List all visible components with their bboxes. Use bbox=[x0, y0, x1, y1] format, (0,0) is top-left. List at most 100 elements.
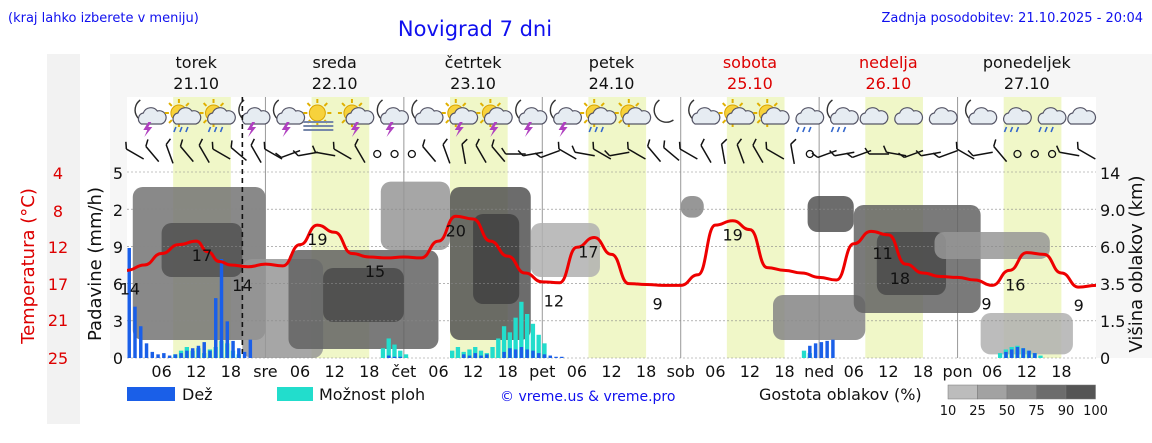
wind-calm bbox=[1030, 149, 1039, 159]
rain-drop bbox=[842, 126, 847, 133]
rain-bar bbox=[502, 351, 506, 358]
barb-shaft bbox=[540, 149, 560, 159]
hour-tick: 18 bbox=[1051, 362, 1071, 381]
day-short-label: pon bbox=[943, 362, 973, 381]
rain-drop bbox=[185, 126, 189, 133]
sun-ray bbox=[479, 119, 485, 124]
location-hint[interactable]: (kraj lahko izberete v meniju) bbox=[8, 11, 199, 26]
height-tick: 6.0 bbox=[1100, 238, 1125, 257]
rain-bar bbox=[133, 306, 137, 358]
barb-shaft bbox=[1077, 148, 1096, 160]
shower-bar bbox=[403, 354, 409, 358]
cloud-step-label: 90 bbox=[1058, 404, 1075, 419]
moon-storm-icon bbox=[134, 99, 167, 137]
rain-bar bbox=[537, 353, 541, 358]
cloud-shape bbox=[760, 107, 790, 125]
rain-bar bbox=[813, 343, 818, 358]
hour-tick: 12 bbox=[601, 362, 621, 381]
day-date: 24.10 bbox=[589, 74, 635, 93]
moon-shape bbox=[653, 99, 674, 123]
wind-barb bbox=[1055, 145, 1080, 157]
sun-ray bbox=[462, 102, 467, 107]
rain-bar bbox=[473, 353, 478, 358]
cloud-step-label: 10 bbox=[940, 404, 957, 419]
cloud-shape bbox=[380, 107, 409, 125]
hour-tick: 18 bbox=[221, 362, 241, 381]
barb-flag bbox=[592, 141, 595, 150]
wind-barb bbox=[311, 145, 336, 157]
wind-barb bbox=[790, 138, 797, 164]
temp-tick: 8 bbox=[53, 202, 63, 221]
rain-bar bbox=[190, 348, 195, 358]
cloud-shape bbox=[1067, 107, 1097, 125]
sun-fog-icon bbox=[303, 99, 334, 131]
sun-ray bbox=[358, 102, 363, 107]
rain-bar bbox=[462, 354, 466, 358]
cloud-block bbox=[380, 181, 450, 250]
shower-bar bbox=[398, 350, 403, 358]
sun-ray bbox=[341, 119, 346, 124]
wind-barb bbox=[932, 149, 958, 159]
barb-shaft bbox=[198, 144, 210, 164]
cloud-shape bbox=[172, 107, 202, 125]
precip-tick: 3 bbox=[113, 312, 123, 331]
rain-drop bbox=[213, 126, 218, 133]
rain-drop bbox=[1009, 126, 1014, 133]
barb-flag bbox=[829, 150, 836, 157]
height-tick: 9.0 bbox=[1100, 201, 1125, 220]
precip-tick: 9 bbox=[113, 238, 123, 257]
barb-shaft bbox=[422, 145, 437, 163]
hour-tick: 06 bbox=[428, 362, 448, 381]
rain-drop bbox=[207, 126, 212, 133]
sun-ray bbox=[722, 119, 727, 124]
rain-bar bbox=[1015, 347, 1020, 358]
rain-bar bbox=[479, 355, 483, 358]
cloud-icon bbox=[928, 107, 958, 125]
rain-bar bbox=[548, 355, 553, 358]
lightning-shape bbox=[385, 122, 395, 137]
temp-tick: 17 bbox=[48, 275, 68, 294]
day-name: nedelja bbox=[859, 53, 918, 72]
day-name: sreda bbox=[312, 53, 356, 72]
shower-bar bbox=[478, 350, 484, 358]
wind-barb bbox=[882, 145, 907, 157]
barb-shaft bbox=[298, 151, 319, 157]
barb-flag bbox=[332, 141, 335, 150]
shower-bar bbox=[530, 323, 536, 358]
shower-bar bbox=[380, 348, 386, 358]
cloud-shape bbox=[894, 107, 924, 125]
barb-flag bbox=[811, 152, 819, 159]
cloud-shape bbox=[968, 107, 998, 125]
day-headers: torek 21.10 sreda 22.10 četrtek 23.10 petek 24.… bbox=[173, 53, 1071, 93]
day-short-label: ned bbox=[804, 362, 834, 381]
sun-ray bbox=[756, 102, 761, 107]
hour-tick: 12 bbox=[1017, 362, 1037, 381]
cloud-shape bbox=[414, 107, 444, 125]
rain-drop bbox=[588, 126, 592, 133]
cloud-step-label: 25 bbox=[969, 404, 986, 419]
rain-bar bbox=[387, 355, 391, 358]
wind-barb bbox=[165, 138, 174, 164]
weather-icon-row bbox=[134, 99, 1097, 137]
day-name: sobota bbox=[723, 53, 777, 72]
hour-tick: 18 bbox=[636, 362, 656, 381]
wind-barb bbox=[829, 150, 855, 157]
temperature-label: 17 bbox=[578, 243, 598, 262]
wind-barb bbox=[145, 139, 160, 163]
rain-bar bbox=[208, 350, 212, 358]
barb-shaft bbox=[281, 149, 301, 159]
sun-storm-icon bbox=[441, 99, 479, 137]
wind-barb bbox=[626, 141, 646, 160]
temperature-label: 9 bbox=[653, 294, 663, 313]
rain-bar bbox=[825, 340, 829, 358]
barb-flag bbox=[721, 138, 728, 145]
lightning-shape bbox=[489, 122, 499, 137]
sun-storm-icon bbox=[337, 99, 375, 137]
cloud-rain-icon bbox=[1003, 107, 1032, 133]
wind-barb bbox=[811, 149, 837, 159]
barb-flag bbox=[517, 150, 524, 157]
wind-barb bbox=[898, 149, 924, 159]
wind-barb bbox=[179, 139, 194, 163]
wind-barb bbox=[125, 141, 145, 160]
barb-flag bbox=[263, 141, 266, 150]
